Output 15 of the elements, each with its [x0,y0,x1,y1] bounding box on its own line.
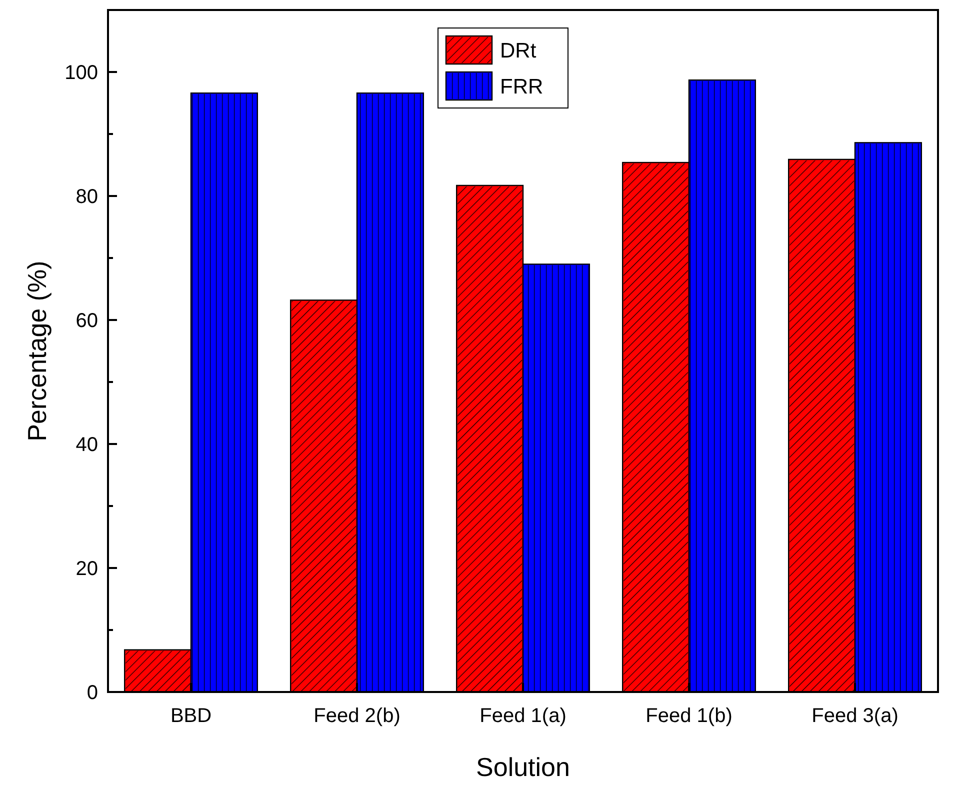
y-tick-label: 100 [64,62,98,84]
y-tick-label: 40 [76,434,98,456]
y-tick-label: 20 [76,558,98,580]
x-tick-label: Feed 2(b) [314,705,400,727]
y-tick-label: 80 [76,186,98,208]
x-axis-title: Solution [476,752,570,782]
legend-label: DRt [500,39,536,62]
y-tick-label: 0 [86,682,98,704]
x-tick-label: Feed 1(b) [646,705,732,727]
legend-label: FRR [500,75,544,98]
x-tick-label: Feed 1(a) [480,705,566,727]
y-axis-title: Percentage (%) [22,260,52,442]
x-tick-label: BBD [170,705,212,727]
y-tick-label: 60 [76,310,98,332]
x-tick-label: Feed 3(a) [812,705,898,727]
